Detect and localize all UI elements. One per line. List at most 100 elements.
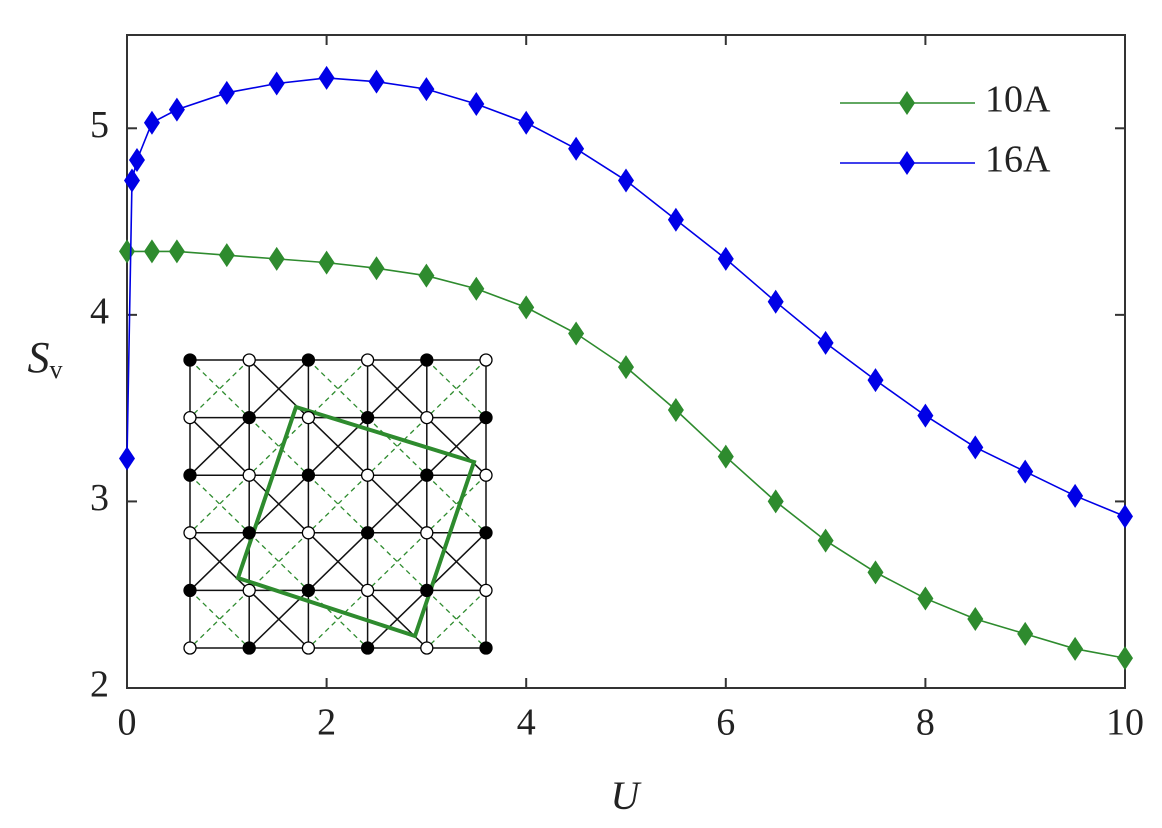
data-point (618, 355, 634, 380)
lattice-site (360, 468, 375, 482)
lattice-site (242, 410, 256, 425)
x-axis-label: U (611, 773, 643, 818)
lattice-diagonal (189, 474, 250, 534)
lattice-site (420, 353, 434, 367)
data-point (1117, 504, 1133, 529)
lattice-site (183, 526, 197, 540)
lattice-site (183, 468, 197, 482)
lattice-diagonal (307, 359, 369, 419)
lattice-diagonal (248, 589, 309, 649)
data-point (119, 239, 135, 264)
data-point (568, 321, 585, 346)
lattice-diagonal (248, 417, 309, 476)
lattice-site (183, 353, 197, 367)
lattice-site (360, 410, 375, 425)
data-point (1067, 483, 1084, 508)
data-point (368, 256, 385, 281)
data-point (143, 239, 160, 264)
lattice-site (301, 410, 316, 425)
y-tick-label: 4 (90, 291, 109, 333)
data-point (318, 65, 335, 90)
x-tick-label: 0 (118, 702, 137, 744)
lattice-site (242, 353, 256, 367)
lattice-diagonal (367, 474, 428, 534)
x-tick-label: 8 (916, 702, 935, 744)
y-axis-label-main: S (28, 333, 50, 382)
data-point (767, 489, 784, 514)
data-point (1117, 646, 1133, 671)
lattice-diagonal (248, 474, 309, 534)
data-point (568, 136, 585, 161)
x-tick-label: 10 (1106, 702, 1144, 744)
data-point (867, 560, 884, 585)
y-axis-label: Sv (28, 333, 63, 384)
lattice-site (360, 641, 375, 655)
data-point (268, 71, 285, 96)
lattice-diagonal (367, 532, 428, 591)
lattice-diagonal (307, 589, 369, 649)
lattice-site (301, 468, 316, 482)
y-axis-label-sub: v (50, 355, 63, 384)
data-point (268, 246, 285, 271)
x-tick-label: 2 (317, 702, 336, 744)
data-point (917, 586, 934, 611)
data-point (218, 80, 235, 105)
lattice-diagonal (426, 532, 487, 591)
lattice-site (360, 526, 375, 540)
lattice-diagonal (307, 589, 369, 649)
lattice-diagonal (248, 359, 309, 419)
data-point (867, 368, 884, 393)
lattice-site (420, 410, 434, 425)
data-point (667, 398, 684, 423)
lattice-diagonal (426, 359, 487, 419)
lattice-diagonal (426, 589, 487, 649)
lattice-site (242, 641, 256, 655)
data-point (917, 403, 934, 428)
legend-label: 10A (985, 79, 1051, 121)
lattice-site (301, 641, 316, 655)
data-point (318, 250, 335, 275)
lattice-site (242, 583, 256, 598)
data-point (168, 97, 185, 122)
lattice-site (420, 583, 434, 598)
lattice-site (420, 468, 434, 482)
data-point (817, 330, 834, 355)
lattice-diagonal (367, 359, 428, 419)
lattice-diagonal (189, 589, 250, 649)
data-point (368, 69, 385, 94)
data-point (418, 263, 435, 288)
lattice-diagonal (189, 359, 250, 419)
lattice-diagonal (367, 417, 428, 476)
data-point (143, 110, 160, 135)
lattice-site (183, 641, 197, 655)
lattice-site (301, 353, 316, 367)
lattice-site (360, 353, 375, 367)
data-point (767, 289, 784, 314)
data-point (717, 246, 734, 271)
lattice-diagonal (367, 589, 428, 649)
data-point (667, 207, 684, 232)
legend-marker (899, 91, 915, 115)
lattice-site (479, 468, 493, 482)
lattice-diagonal (307, 474, 369, 534)
lattice-site (479, 641, 493, 655)
lattice-inset (183, 353, 493, 655)
data-point (119, 446, 135, 471)
lattice-diagonal (248, 532, 309, 591)
data-point (817, 528, 834, 553)
data-point (1017, 621, 1034, 646)
legend-marker (899, 151, 915, 175)
lattice-diagonal (307, 532, 369, 591)
y-tick-label: 3 (90, 477, 109, 519)
data-point (1017, 459, 1034, 484)
lattice-site (479, 526, 493, 540)
lattice-diagonal (189, 474, 250, 534)
legend-label: 16A (985, 139, 1051, 181)
data-point (218, 243, 235, 268)
data-point (468, 92, 485, 117)
data-point (468, 276, 485, 301)
lattice-diagonal (426, 474, 487, 534)
lattice-site (183, 410, 197, 425)
data-point (418, 77, 435, 102)
